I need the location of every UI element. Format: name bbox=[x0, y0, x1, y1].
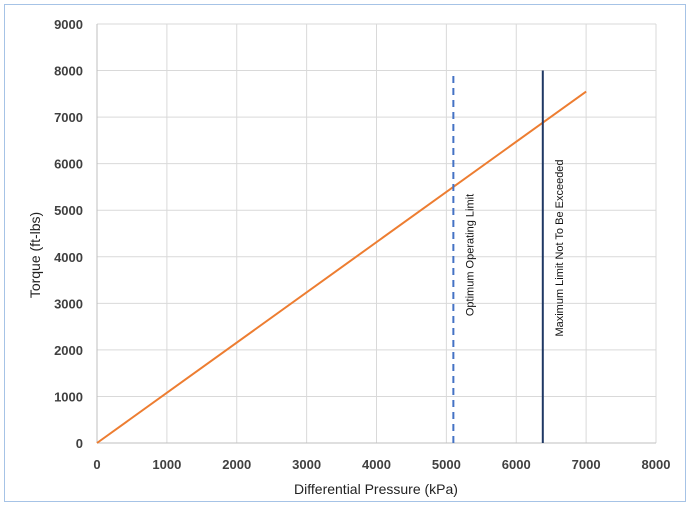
x-tick-label: 3000 bbox=[292, 457, 321, 472]
x-tick-label: 2000 bbox=[222, 457, 251, 472]
y-tick-label: 4000 bbox=[54, 250, 83, 265]
y-tick-label: 2000 bbox=[54, 343, 83, 358]
x-axis-title: Differential Pressure (kPa) bbox=[294, 481, 458, 497]
axes bbox=[96, 24, 656, 444]
torque-series-line bbox=[96, 90, 587, 444]
x-tick-label: 0 bbox=[93, 457, 100, 472]
reference-lines: Optimum Operating Limit Maximum Limit Not… bbox=[452, 70, 566, 443]
optimum-limit-label: Optimum Operating Limit bbox=[464, 194, 476, 316]
x-tick-label: 5000 bbox=[432, 457, 461, 472]
grid-lines bbox=[97, 23, 657, 443]
y-tick-label: 1000 bbox=[54, 389, 83, 404]
y-tick-label: 9000 bbox=[54, 17, 83, 32]
y-tick-label: 3000 bbox=[54, 296, 83, 311]
x-tick-label: 8000 bbox=[642, 457, 671, 472]
x-tick-label: 7000 bbox=[572, 457, 601, 472]
y-tick-label: 6000 bbox=[54, 157, 83, 172]
y-axis-title: Torque (ft-lbs) bbox=[27, 212, 43, 298]
chart-frame bbox=[4, 4, 686, 502]
y-tick-label: 0 bbox=[76, 436, 83, 451]
data-series bbox=[96, 90, 587, 444]
x-tick-label: 1000 bbox=[152, 457, 181, 472]
maximum-limit-label: Maximum Limit Not To Be Exceeded bbox=[554, 159, 566, 336]
tick-labels: 0 1000 2000 3000 4000 5000 6000 7000 8000 9000 0 10… bbox=[54, 17, 670, 472]
x-tick-label: 4000 bbox=[362, 457, 391, 472]
y-tick-label: 8000 bbox=[54, 64, 83, 79]
x-tick-label: 6000 bbox=[502, 457, 531, 472]
y-tick-label: 5000 bbox=[54, 203, 83, 218]
y-tick-label: 7000 bbox=[54, 110, 83, 125]
